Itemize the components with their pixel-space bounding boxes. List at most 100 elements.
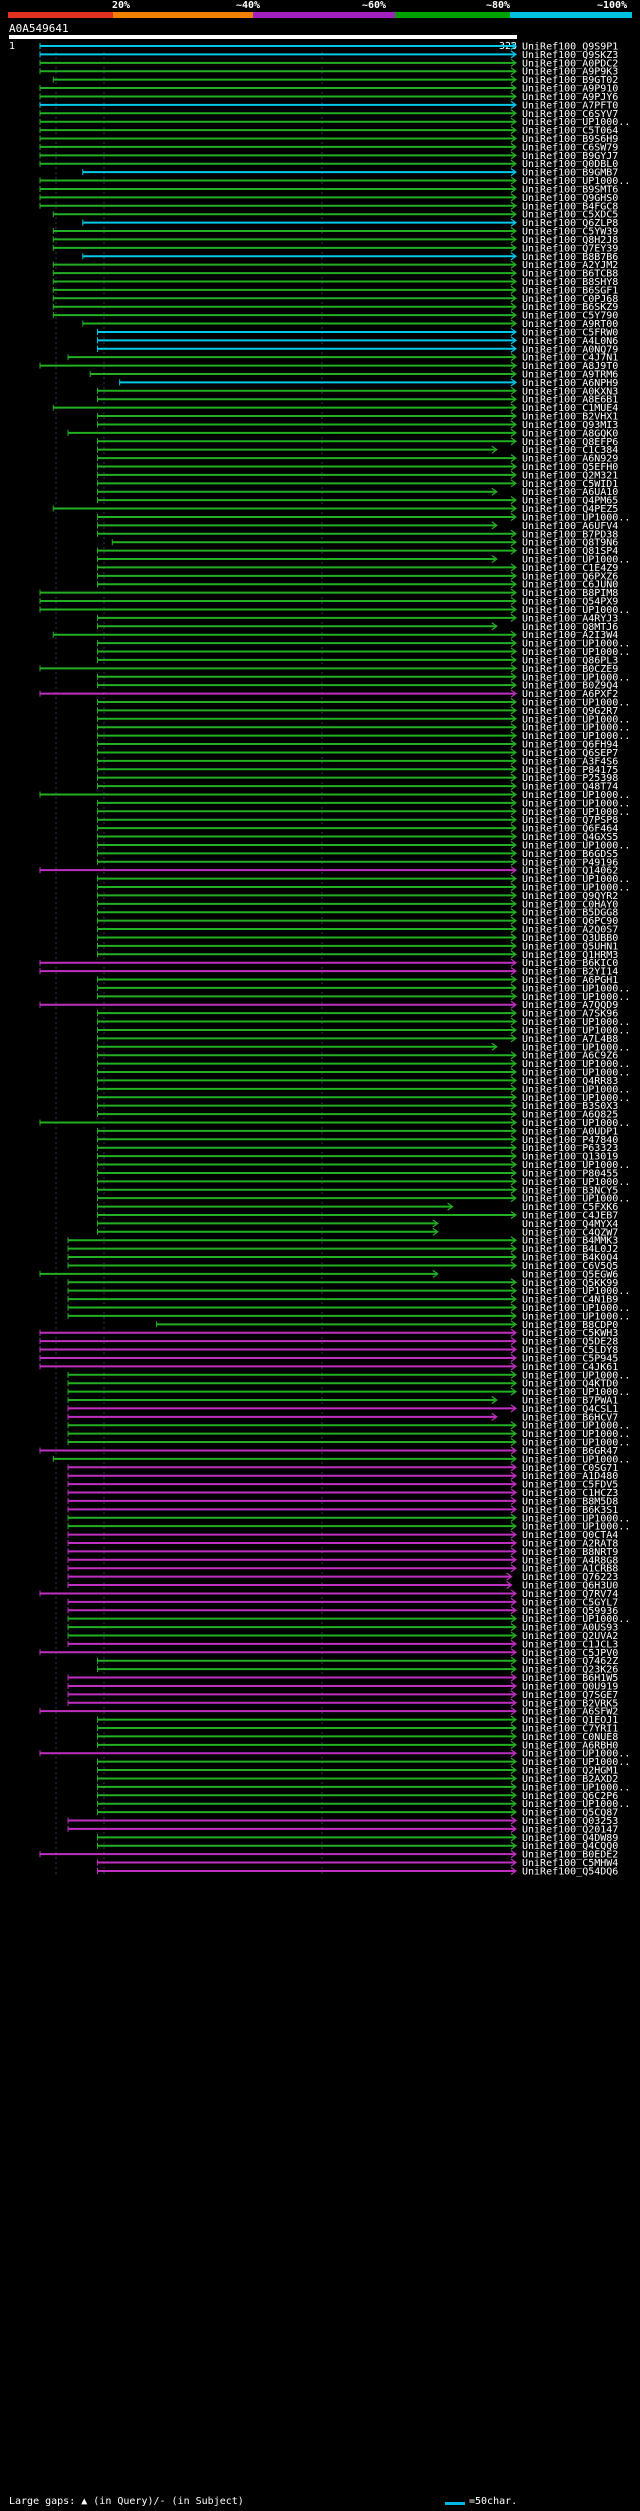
hit-label[interactable]: UniRef100_C5Y790 bbox=[522, 311, 618, 322]
hit-label[interactable]: UniRef100_UP1000.. bbox=[522, 992, 630, 1003]
hit-label[interactable]: UniRef100_UP1000.. bbox=[522, 1421, 630, 1432]
hit-label[interactable]: UniRef100_B9SMT6 bbox=[522, 184, 618, 195]
hit-label[interactable]: UniRef100_A8GQK0 bbox=[522, 428, 618, 439]
hit-label[interactable]: UniRef100_UP1000.. bbox=[522, 883, 630, 894]
hit-label[interactable]: UniRef100_A6RBH0 bbox=[522, 1740, 618, 1751]
hit-label[interactable]: UniRef100_Q13019 bbox=[522, 1152, 618, 1163]
hit-label[interactable]: UniRef100_B2YI14 bbox=[522, 967, 618, 978]
hit-label[interactable]: UniRef100_B2VRK5 bbox=[522, 1698, 618, 1709]
hit-label[interactable]: UniRef100_Q6ZLP8 bbox=[522, 218, 618, 229]
hit-label[interactable]: UniRef100_Q03253 bbox=[522, 1816, 618, 1827]
hit-label[interactable]: UniRef100_C5FDV5 bbox=[522, 1480, 618, 1491]
hit-label[interactable]: UniRef100_Q8EFP6 bbox=[522, 437, 618, 448]
hit-label[interactable]: UniRef100_UP1000.. bbox=[522, 714, 630, 725]
hit-label[interactable]: UniRef100_Q4RR83 bbox=[522, 1076, 618, 1087]
hit-label[interactable]: UniRef100_Q5CQ87 bbox=[522, 1808, 618, 1819]
hit-label[interactable]: UniRef100_UP1000.. bbox=[522, 1782, 630, 1793]
hit-label[interactable]: UniRef100_UP1000.. bbox=[522, 1429, 630, 1440]
hit-label[interactable]: UniRef100_UP1000.. bbox=[522, 983, 630, 994]
hit-label[interactable]: UniRef100_B7PD38 bbox=[522, 529, 618, 540]
hit-label[interactable]: UniRef100_Q6PXZ6 bbox=[522, 571, 618, 582]
hit-label[interactable]: UniRef100_B2VHX1 bbox=[522, 412, 618, 423]
hit-label[interactable]: UniRef100_UP1000.. bbox=[522, 176, 630, 187]
hit-label[interactable]: UniRef100_Q0U919 bbox=[522, 1681, 618, 1692]
hit-label[interactable]: UniRef100_B9GT02 bbox=[522, 75, 618, 86]
hit-label[interactable]: UniRef100_UP1000.. bbox=[522, 798, 630, 809]
hit-label[interactable]: UniRef100_B0Z9Q4 bbox=[522, 681, 618, 692]
hit-label[interactable]: UniRef100_B4K0Q4 bbox=[522, 1253, 618, 1264]
hit-label[interactable]: UniRef100_A6C9Z6 bbox=[522, 1051, 618, 1062]
hit-label[interactable]: UniRef100_B3NCY5 bbox=[522, 1185, 618, 1196]
hit-label[interactable]: UniRef100_B4MMK3 bbox=[522, 1236, 618, 1247]
hit-label[interactable]: UniRef100_UP1000.. bbox=[522, 731, 630, 742]
hit-label[interactable]: UniRef100_A1D480 bbox=[522, 1471, 618, 1482]
hit-label[interactable]: UniRef100_A2YJM2 bbox=[522, 260, 618, 271]
hit-label[interactable]: UniRef100_Q8T9N6 bbox=[522, 538, 618, 549]
hit-label[interactable]: UniRef100_Q2UVA2 bbox=[522, 1631, 618, 1642]
hit-label[interactable]: UniRef100_A0PDC2 bbox=[522, 58, 618, 69]
hit-label[interactable]: UniRef100_C1C384 bbox=[522, 445, 618, 456]
hit-label[interactable]: UniRef100_Q7462Z bbox=[522, 1656, 618, 1667]
hit-label[interactable]: UniRef100_B7PWA1 bbox=[522, 1396, 618, 1407]
hit-label[interactable]: UniRef100_C4JEB7 bbox=[522, 1210, 618, 1221]
hit-label[interactable]: UniRef100_B8PIM8 bbox=[522, 588, 618, 599]
hit-label[interactable]: UniRef100_C0HAY0 bbox=[522, 899, 618, 910]
hit-label[interactable]: UniRef100_A2RAT8 bbox=[522, 1538, 618, 1549]
hit-label[interactable]: UniRef100_UP1000.. bbox=[522, 1042, 630, 1053]
hit-label[interactable]: UniRef100_C5T064 bbox=[522, 126, 618, 137]
hit-label[interactable]: UniRef100_UP1000.. bbox=[522, 672, 630, 683]
hit-label[interactable]: UniRef100_UP1000.. bbox=[522, 1387, 630, 1398]
hit-label[interactable]: UniRef100_Q7RV74 bbox=[522, 1589, 618, 1600]
hit-label[interactable]: UniRef100_C4N1B9 bbox=[522, 1295, 618, 1306]
hit-label[interactable]: UniRef100_P25398 bbox=[522, 773, 618, 784]
hit-label[interactable]: UniRef100_Q5EFH0 bbox=[522, 462, 618, 473]
hit-label[interactable]: UniRef100_Q9GHS0 bbox=[522, 193, 618, 204]
hit-label[interactable]: UniRef100_Q86PL3 bbox=[522, 655, 618, 666]
hit-label[interactable]: UniRef100_Q1EOJ1 bbox=[522, 1715, 618, 1726]
hit-label[interactable]: UniRef100_UP1000.. bbox=[522, 1614, 630, 1625]
hit-label[interactable]: UniRef100_UP1000.. bbox=[522, 1438, 630, 1449]
hit-label[interactable]: UniRef100_UP1000.. bbox=[522, 1311, 630, 1322]
hit-label[interactable]: UniRef100_UP1000.. bbox=[522, 1749, 630, 1760]
hit-label[interactable]: UniRef100_C5GYL7 bbox=[522, 1597, 618, 1608]
hit-label[interactable]: UniRef100_A9RT00 bbox=[522, 319, 618, 330]
hit-label[interactable]: UniRef100_Q59936 bbox=[522, 1606, 618, 1617]
hit-label[interactable]: UniRef100_A8J9T0 bbox=[522, 361, 618, 372]
hit-label[interactable]: UniRef100_B2AXD2 bbox=[522, 1774, 618, 1785]
hit-label[interactable]: UniRef100_A9TRM6 bbox=[522, 369, 618, 380]
hit-label[interactable]: UniRef100_A7L4B8 bbox=[522, 1034, 618, 1045]
hit-label[interactable]: UniRef100_P84175 bbox=[522, 765, 618, 776]
hit-label[interactable]: UniRef100_UP1000.. bbox=[522, 1177, 630, 1188]
hit-label[interactable]: UniRef100_UP1000.. bbox=[522, 1084, 630, 1095]
hit-label[interactable]: UniRef100_UP1000.. bbox=[522, 1093, 630, 1104]
hit-label[interactable]: UniRef100_C6SYV7 bbox=[522, 109, 618, 120]
hit-label[interactable]: UniRef100_Q8H2J8 bbox=[522, 235, 618, 246]
hit-label[interactable]: UniRef100_Q4CSL1 bbox=[522, 1404, 618, 1415]
hit-label[interactable]: UniRef100_A2Q0S7 bbox=[522, 925, 618, 936]
hit-label[interactable]: UniRef100_C4JK61 bbox=[522, 1362, 618, 1373]
hit-label[interactable]: UniRef100_C0NUE8 bbox=[522, 1732, 618, 1743]
hit-label[interactable]: UniRef100_B9S6H9 bbox=[522, 134, 618, 145]
hit-label[interactable]: UniRef100_Q6PC90 bbox=[522, 916, 618, 927]
hit-label[interactable]: UniRef100_UP1000.. bbox=[522, 1025, 630, 1036]
hit-label[interactable]: UniRef100_B8M5D8 bbox=[522, 1496, 618, 1507]
hit-label[interactable]: UniRef100_A6N929 bbox=[522, 454, 618, 465]
hit-label[interactable]: UniRef100_B6H1W5 bbox=[522, 1673, 618, 1684]
hit-label[interactable]: UniRef100_C5KWH3 bbox=[522, 1328, 618, 1339]
hit-label[interactable]: UniRef100_Q4GXS5 bbox=[522, 832, 618, 843]
hit-label[interactable]: UniRef100_B6GR47 bbox=[522, 1446, 618, 1457]
hit-label[interactable]: UniRef100_B5DGG8 bbox=[522, 908, 618, 919]
hit-label[interactable]: UniRef100_Q7PSP8 bbox=[522, 815, 618, 826]
hit-label[interactable]: UniRef100_B6KIC0 bbox=[522, 958, 618, 969]
hit-label[interactable]: UniRef100_UP1000.. bbox=[522, 605, 630, 616]
hit-label[interactable]: UniRef100_Q9QYR2 bbox=[522, 891, 618, 902]
hit-label[interactable]: UniRef100_A7PFT0 bbox=[522, 100, 618, 111]
hit-label[interactable]: UniRef100_UP1000.. bbox=[522, 840, 630, 851]
hit-label[interactable]: UniRef100_B6HCV7 bbox=[522, 1412, 618, 1423]
hit-label[interactable]: UniRef100_Q5DE28 bbox=[522, 1337, 618, 1348]
hit-label[interactable]: UniRef100_Q4CQQ0 bbox=[522, 1841, 618, 1852]
hit-label[interactable]: UniRef100_C5XDC5 bbox=[522, 210, 618, 221]
hit-label[interactable]: UniRef100_A6PGH1 bbox=[522, 975, 618, 986]
hit-label[interactable]: UniRef100_Q8MTJ6 bbox=[522, 622, 618, 633]
hit-label[interactable]: UniRef100_A9P9K3 bbox=[522, 67, 618, 78]
